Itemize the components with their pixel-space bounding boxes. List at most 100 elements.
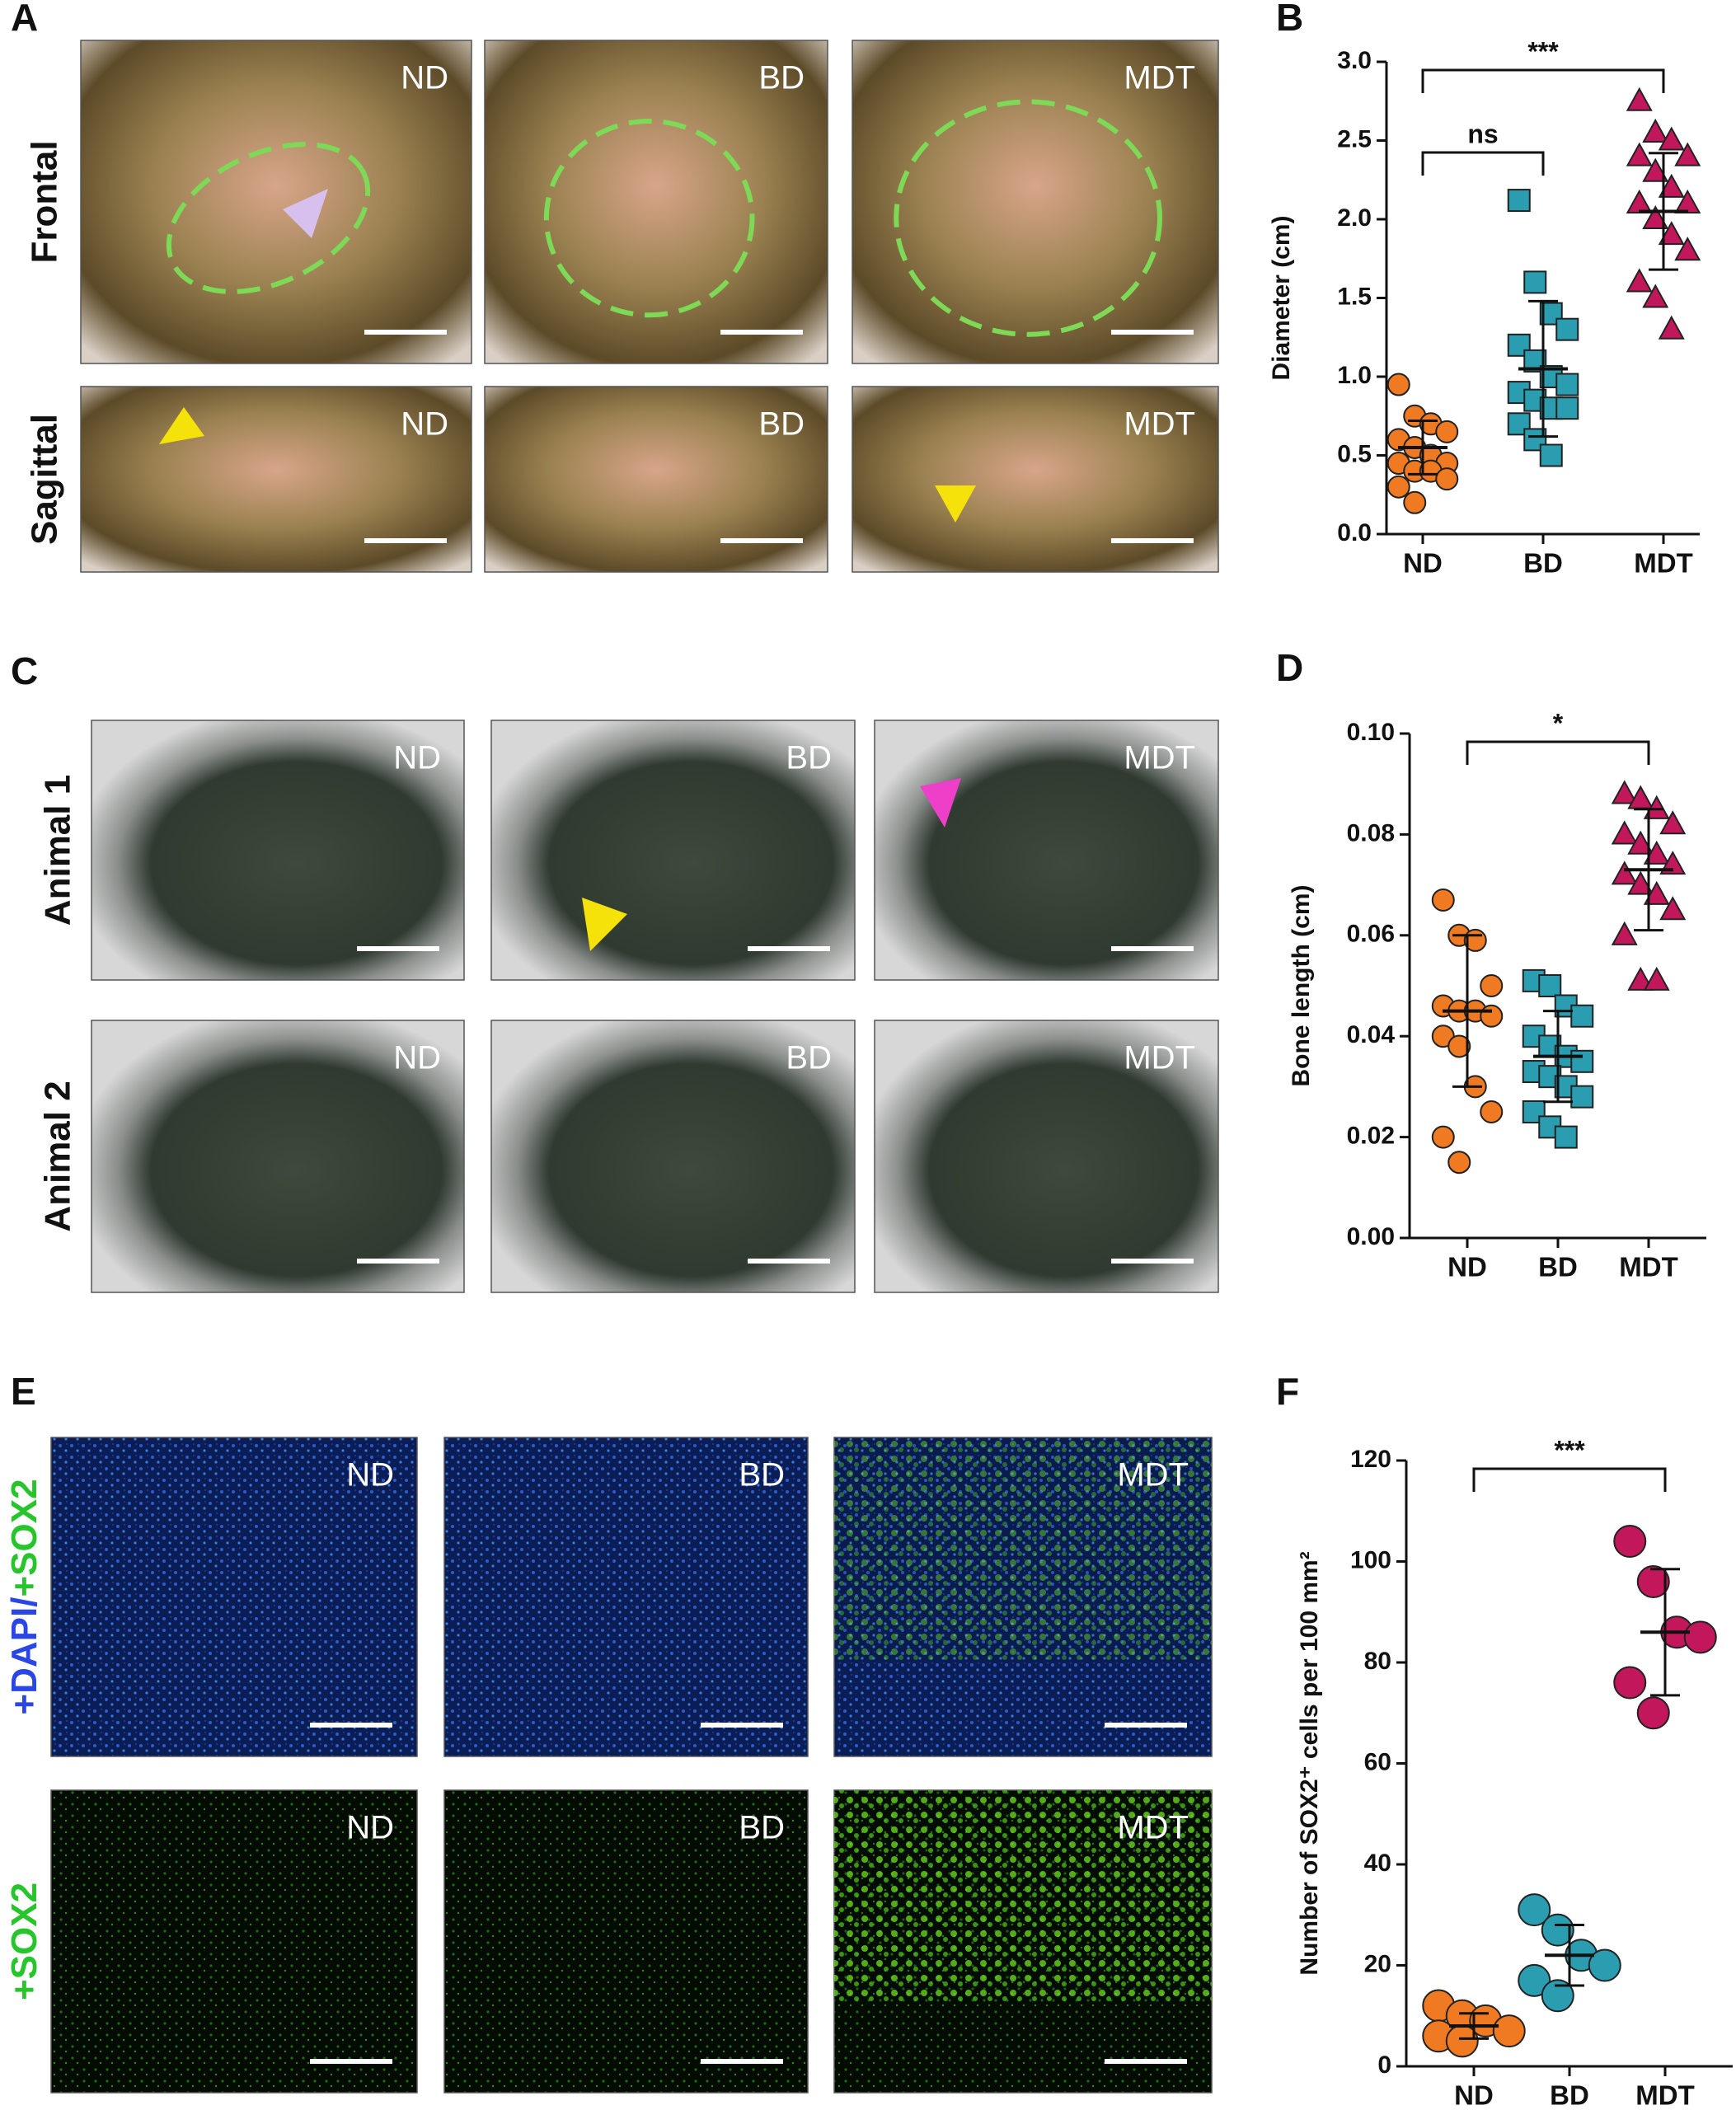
point — [1683, 1620, 1717, 1654]
x-tick-label: BD — [1550, 2080, 1589, 2110]
point — [1555, 317, 1579, 341]
arrowhead — [582, 898, 627, 951]
photo — [91, 720, 465, 981]
point — [1611, 921, 1638, 945]
point — [1611, 820, 1638, 845]
y-tick-label: 80 — [1364, 1648, 1391, 1675]
outline — [543, 119, 755, 318]
point — [1643, 840, 1670, 865]
photo — [443, 1789, 809, 2094]
photo-label: BD — [739, 1457, 785, 1493]
x-tick-label: MDT — [1635, 2080, 1694, 2110]
point — [1627, 870, 1654, 895]
photo — [50, 1789, 418, 2094]
row-label: Animal 1 — [38, 775, 78, 926]
point — [1518, 1963, 1551, 1997]
x-tick-label: MDT — [1619, 1252, 1677, 1282]
significance-bracket — [1421, 151, 1545, 176]
point — [1386, 475, 1410, 499]
point — [1492, 2014, 1526, 2048]
x-tick-label: ND — [1447, 1252, 1487, 1282]
y-tick-label: 2.5 — [1337, 125, 1372, 152]
outline — [894, 99, 1162, 337]
point — [1480, 1004, 1504, 1028]
point — [1555, 373, 1579, 396]
point — [1626, 189, 1653, 213]
point — [1570, 1085, 1594, 1109]
arrowhead — [283, 189, 328, 238]
row-label: Animal 2 — [38, 1081, 78, 1231]
arrowhead — [920, 778, 961, 828]
arrowhead — [935, 485, 976, 523]
row-label-part: +SOX2 — [4, 1479, 45, 1597]
panel-letter: D — [1276, 646, 1303, 689]
photo-label: BD — [739, 1810, 785, 1846]
row-label-part: +DAPI/ — [4, 1597, 45, 1715]
significance-label: *** — [1527, 36, 1559, 66]
arrowhead — [159, 407, 204, 444]
photo-label: MDT — [1124, 740, 1195, 776]
point — [1539, 443, 1563, 467]
point — [1626, 142, 1653, 166]
photo — [874, 1020, 1219, 1293]
x-tick-label: BD — [1538, 1252, 1578, 1282]
y-tick-label: 120 — [1350, 1446, 1391, 1473]
photo-label: ND — [393, 1040, 441, 1076]
point — [1403, 490, 1427, 514]
point — [1554, 1125, 1578, 1149]
point — [1588, 1948, 1621, 1982]
point — [1658, 126, 1685, 151]
photo-label: MDT — [1124, 1040, 1195, 1076]
point — [1447, 1034, 1471, 1058]
point — [1435, 467, 1459, 491]
point — [1642, 118, 1669, 143]
y-tick-label: 1.0 — [1337, 362, 1372, 389]
panel-letter: B — [1276, 0, 1303, 39]
panel-letter: E — [11, 1370, 36, 1413]
y-tick-label: 0.00 — [1347, 1223, 1395, 1250]
point — [1658, 221, 1685, 246]
point — [1541, 1979, 1574, 2013]
point — [1658, 173, 1685, 198]
significance-bracket — [1421, 68, 1665, 93]
point — [1674, 237, 1701, 261]
significance-label: *** — [1554, 1435, 1585, 1465]
y-tick-label: 0 — [1377, 2051, 1391, 2079]
significance-label: ns — [1467, 119, 1498, 148]
point — [1659, 896, 1687, 921]
point — [1570, 1049, 1594, 1073]
point — [1642, 284, 1669, 308]
point — [1636, 1565, 1670, 1598]
point — [1518, 1893, 1551, 1927]
x-tick-label: BD — [1523, 548, 1563, 579]
photo-overlay — [834, 1790, 1212, 2002]
point — [1523, 270, 1547, 294]
y-tick-label: 0.06 — [1347, 921, 1395, 948]
point — [1480, 974, 1504, 997]
y-tick-label: 60 — [1364, 1748, 1391, 1775]
photo — [91, 1020, 465, 1293]
photo-label: BD — [758, 406, 805, 443]
point — [1431, 888, 1455, 912]
row-label: +DAPI/+SOX2 — [4, 1479, 45, 1714]
y-tick-label: 1.5 — [1337, 283, 1372, 310]
x-tick-label: ND — [1454, 2080, 1494, 2110]
point — [1431, 1125, 1455, 1149]
point — [1627, 966, 1654, 991]
photo-label: BD — [786, 1040, 832, 1076]
photo — [490, 720, 856, 981]
y-tick-label: 0.08 — [1347, 819, 1395, 846]
point — [1611, 780, 1638, 804]
y-tick-label: 0.02 — [1347, 1123, 1395, 1150]
point — [1386, 373, 1410, 396]
significance-label: * — [1553, 708, 1564, 738]
y-tick-label: 40 — [1364, 1850, 1391, 1877]
significance-bracket — [1466, 740, 1650, 765]
point — [1659, 810, 1687, 835]
point — [1613, 1666, 1647, 1700]
photo-label: ND — [401, 406, 448, 443]
point — [1626, 87, 1653, 111]
point — [1658, 315, 1685, 340]
photo — [490, 1020, 856, 1293]
